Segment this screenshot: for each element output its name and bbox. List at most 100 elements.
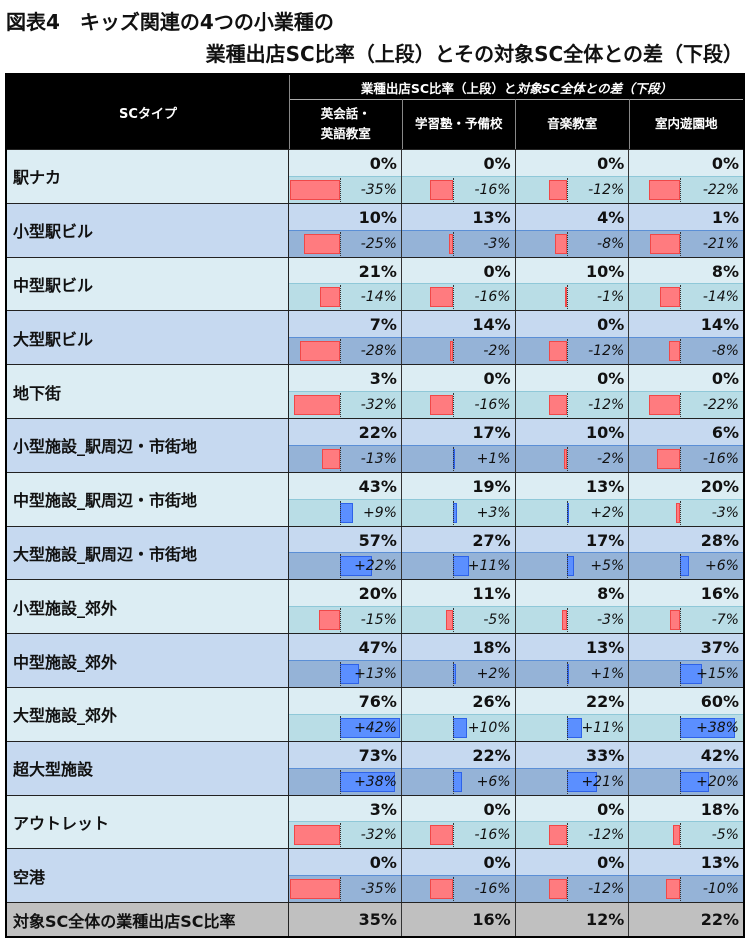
data-cell: 57% +22% (289, 526, 402, 580)
bar-axis-line (452, 500, 454, 525)
data-cell: 0% -12% (515, 150, 630, 203)
bar-axis-line (340, 769, 342, 794)
ratio-value: 26% (472, 691, 511, 711)
negative-diff-bar (648, 394, 681, 415)
ratio-value: 28% (700, 530, 739, 550)
diff-bar-area: -16% (401, 175, 515, 203)
data-cell: 0% -22% (629, 365, 743, 418)
diff-value: +1% (476, 450, 511, 467)
ratio-value: 0% (483, 853, 511, 873)
diff-bar-area: +20% (629, 767, 743, 795)
data-cell: 0% -16% (401, 150, 516, 203)
data-cell: 16% -7% (629, 580, 743, 634)
data-cell: 22% -13% (289, 418, 402, 472)
diff-bar-area: -14% (289, 283, 401, 311)
ratio-value: 42% (700, 745, 739, 765)
bar-axis-line (340, 823, 342, 848)
ratio-value: 0% (597, 853, 625, 873)
ratio-value: 7% (369, 315, 397, 335)
row-label: 超大型施設 (7, 741, 290, 795)
data-cell: 13% -10% (629, 849, 743, 903)
diff-value: +6% (705, 558, 739, 575)
bar-axis-line (340, 177, 342, 202)
ratio-value: 0% (597, 154, 625, 173)
bar-axis-line (566, 339, 568, 364)
diff-bar-area: -2% (515, 444, 629, 472)
diff-value: -16% (474, 181, 511, 198)
bar-axis-line (566, 823, 568, 848)
header-sc-type: SCタイプ (7, 75, 290, 149)
negative-diff-bar (450, 341, 453, 362)
data-cell: 0% -16% (401, 849, 516, 903)
diff-value: +21% (581, 773, 625, 790)
diff-bar-area: +13% (289, 659, 401, 687)
diff-value: -1% (597, 289, 625, 306)
bar-axis-line (340, 392, 342, 417)
diff-bar-area: -3% (515, 606, 629, 634)
diff-value: -2% (597, 450, 625, 467)
bar-axis-line (680, 177, 682, 202)
negative-diff-bar (673, 825, 681, 846)
diff-value: -8% (711, 343, 739, 360)
diff-bar-area: -14% (629, 283, 743, 311)
diff-bar-area: -10% (629, 875, 743, 903)
data-cell: 3% -32% (289, 795, 402, 849)
diff-bar-area: +22% (289, 552, 401, 580)
bar-axis-line (452, 661, 454, 686)
diff-bar-area: -35% (289, 175, 401, 203)
negative-diff-bar (290, 879, 341, 900)
diff-value: -16% (702, 450, 739, 467)
negative-diff-bar (448, 233, 453, 254)
data-cell: 42% +20% (629, 742, 743, 795)
diff-bar-area: -32% (289, 390, 401, 418)
data-cell: 8% -14% (629, 258, 743, 311)
diff-value: -2% (483, 343, 511, 360)
diff-bar-area: -2% (401, 337, 515, 365)
diff-bar-area: +15% (629, 659, 743, 687)
negative-diff-bar (562, 610, 567, 631)
table-row: 大型施設_駅周辺・市街地 57% +22% 27% +11% 17% +5% 28% +6% (7, 525, 743, 580)
data-cell: 21% -14% (289, 257, 402, 311)
footer-label: 対象SC全体の業種出店SC比率 (7, 903, 290, 937)
diff-bar-area: +42% (289, 713, 401, 741)
diff-value: +38% (696, 719, 739, 736)
data-cell: 0% -35% (289, 849, 402, 903)
header-span: 業種出店SC比率（上段）と 対象SC全体との差（下段） (290, 75, 743, 100)
negative-diff-bar (650, 233, 681, 254)
negative-diff-bar (670, 610, 681, 631)
row-label: 中型施設_駅周辺・市街地 (7, 472, 290, 526)
diff-bar-area: -32% (289, 821, 401, 849)
ratio-value: 47% (358, 638, 397, 658)
data-cell: 0% -35% (289, 150, 402, 203)
bar-axis-line (680, 608, 682, 633)
diff-value: +6% (476, 773, 511, 790)
bar-axis-line (566, 285, 568, 310)
row-label: 中型駅ビル (7, 257, 290, 311)
diff-bar-area: +2% (515, 498, 629, 526)
diff-value: -12% (588, 343, 625, 360)
data-cell: 17% +1% (401, 418, 516, 472)
bar-axis-line (452, 715, 454, 740)
bar-axis-line (452, 608, 454, 633)
negative-diff-bar (668, 341, 681, 362)
ratio-value: 0% (483, 799, 511, 819)
data-cell: 0% -16% (401, 795, 516, 849)
bar-axis-line (680, 392, 682, 417)
diff-bar-area: -8% (629, 337, 743, 365)
ratio-value: 43% (358, 476, 397, 496)
ratio-value: 10% (586, 261, 625, 281)
data-cell: 8% -3% (515, 580, 630, 634)
diff-value: -8% (597, 235, 625, 252)
negative-diff-bar (294, 825, 341, 846)
data-cell: 10% -2% (515, 418, 630, 472)
ratio-value: 22% (472, 745, 511, 765)
diff-value: -32% (360, 827, 397, 844)
diff-bar-area: +38% (289, 767, 401, 795)
diff-bar-area: -3% (629, 498, 743, 526)
diff-bar-area: +11% (401, 552, 515, 580)
bar-axis-line (340, 231, 342, 256)
data-cell: 13% +2% (515, 472, 630, 526)
diff-value: +9% (362, 504, 397, 521)
data-cell: 73% +38% (289, 741, 402, 795)
diff-bar-area: -13% (289, 444, 401, 472)
